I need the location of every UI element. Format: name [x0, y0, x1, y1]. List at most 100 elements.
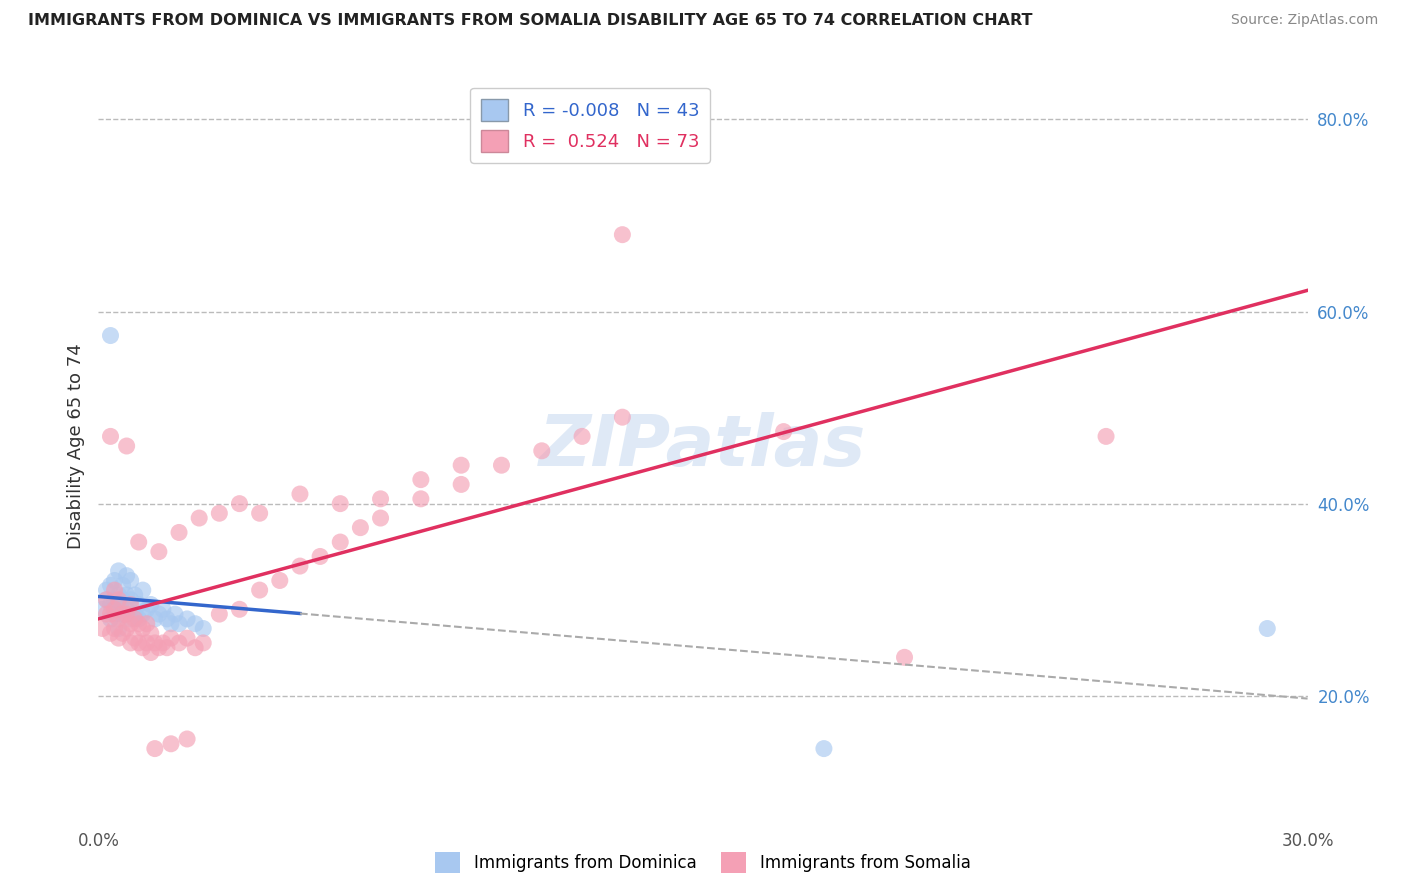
- Point: [491, 458, 513, 473]
- Point: [370, 511, 392, 525]
- Point: [100, 612, 122, 626]
- Point: [450, 458, 472, 473]
- Point: [167, 636, 190, 650]
- Point: [103, 602, 125, 616]
- Point: [115, 607, 138, 621]
- Point: [156, 612, 179, 626]
- Text: Source: ZipAtlas.com: Source: ZipAtlas.com: [1230, 13, 1378, 28]
- Point: [249, 506, 271, 520]
- Point: [120, 636, 142, 650]
- Point: [612, 227, 634, 242]
- Point: [135, 602, 157, 616]
- Point: [176, 631, 198, 645]
- Point: [111, 626, 134, 640]
- Point: [96, 607, 118, 621]
- Point: [132, 607, 155, 621]
- Point: [163, 607, 186, 621]
- Point: [115, 622, 138, 636]
- Point: [115, 602, 138, 616]
- Point: [128, 598, 150, 612]
- Point: [107, 602, 129, 616]
- Y-axis label: Disability Age 65 to 74: Disability Age 65 to 74: [66, 343, 84, 549]
- Point: [103, 607, 125, 621]
- Point: [148, 607, 170, 621]
- Point: [103, 574, 125, 588]
- Point: [107, 612, 129, 626]
- Point: [1256, 622, 1278, 636]
- Point: [139, 598, 162, 612]
- Point: [124, 607, 146, 621]
- Point: [107, 592, 129, 607]
- Point: [409, 473, 432, 487]
- Point: [228, 602, 250, 616]
- Point: [91, 622, 114, 636]
- Point: [132, 622, 155, 636]
- Point: [111, 607, 134, 621]
- Point: [208, 506, 231, 520]
- Point: [329, 497, 352, 511]
- Point: [184, 640, 207, 655]
- Point: [132, 640, 155, 655]
- Point: [128, 535, 150, 549]
- Point: [115, 439, 138, 453]
- Point: [160, 616, 183, 631]
- Point: [143, 636, 166, 650]
- Point: [329, 535, 352, 549]
- Point: [167, 616, 190, 631]
- Point: [160, 631, 183, 645]
- Point: [128, 636, 150, 650]
- Point: [288, 559, 311, 574]
- Point: [228, 497, 250, 511]
- Point: [120, 598, 142, 612]
- Point: [813, 741, 835, 756]
- Point: [120, 574, 142, 588]
- Point: [188, 511, 211, 525]
- Point: [107, 622, 129, 636]
- Point: [349, 521, 371, 535]
- Point: [111, 592, 134, 607]
- Point: [120, 592, 142, 607]
- Point: [100, 607, 122, 621]
- Point: [100, 626, 122, 640]
- Point: [176, 612, 198, 626]
- Point: [184, 616, 207, 631]
- Point: [120, 612, 142, 626]
- Point: [1095, 429, 1118, 443]
- Point: [96, 592, 118, 607]
- Point: [124, 631, 146, 645]
- Point: [152, 636, 174, 650]
- Point: [772, 425, 794, 439]
- Point: [111, 607, 134, 621]
- Point: [91, 602, 114, 616]
- Point: [100, 598, 122, 612]
- Legend: R = -0.008   N = 43, R =  0.524   N = 73: R = -0.008 N = 43, R = 0.524 N = 73: [470, 88, 710, 162]
- Point: [135, 636, 157, 650]
- Point: [124, 588, 146, 602]
- Point: [450, 477, 472, 491]
- Point: [115, 568, 138, 582]
- Point: [193, 622, 215, 636]
- Point: [160, 737, 183, 751]
- Point: [148, 544, 170, 558]
- Text: IMMIGRANTS FROM DOMINICA VS IMMIGRANTS FROM SOMALIA DISABILITY AGE 65 TO 74 CORR: IMMIGRANTS FROM DOMINICA VS IMMIGRANTS F…: [28, 13, 1032, 29]
- Point: [208, 607, 231, 621]
- Point: [100, 429, 122, 443]
- Point: [143, 741, 166, 756]
- Point: [167, 525, 190, 540]
- Point: [148, 640, 170, 655]
- Point: [249, 583, 271, 598]
- Point: [103, 622, 125, 636]
- Point: [139, 626, 162, 640]
- Point: [309, 549, 332, 564]
- Point: [103, 592, 125, 607]
- Text: ZIPatlas: ZIPatlas: [540, 411, 866, 481]
- Point: [288, 487, 311, 501]
- Point: [128, 612, 150, 626]
- Point: [100, 328, 122, 343]
- Point: [111, 578, 134, 592]
- Point: [128, 616, 150, 631]
- Point: [176, 731, 198, 746]
- Point: [132, 583, 155, 598]
- Point: [612, 410, 634, 425]
- Point: [530, 443, 553, 458]
